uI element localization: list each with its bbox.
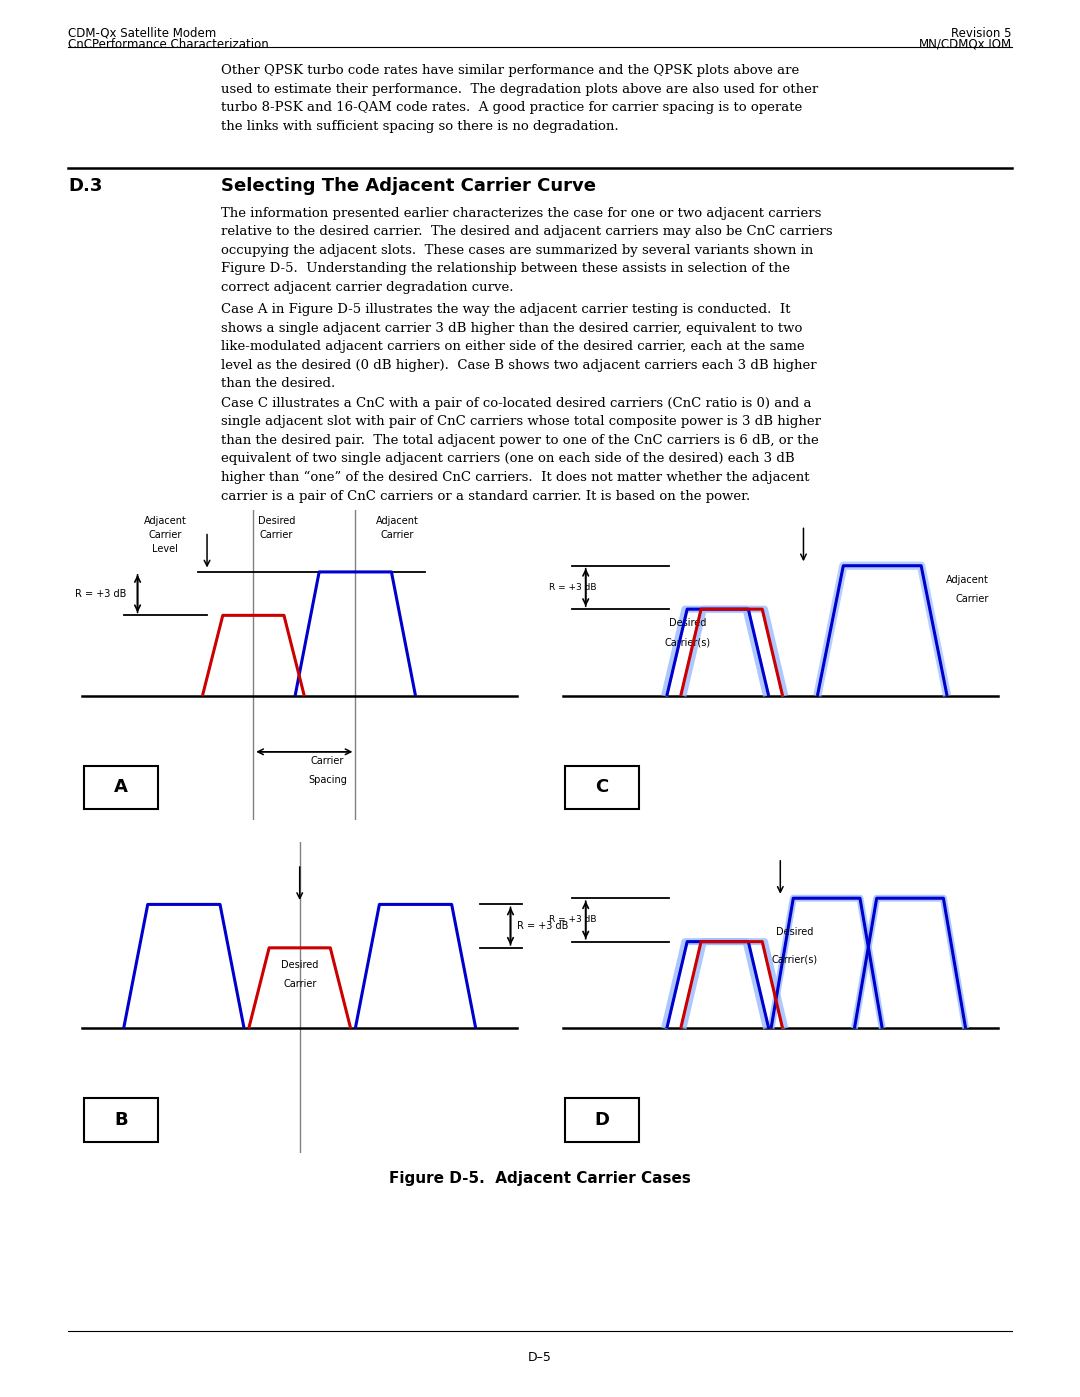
Text: B: B [114, 1111, 129, 1129]
Text: CDM-Qx Satellite Modem: CDM-Qx Satellite Modem [68, 27, 216, 39]
Text: C: C [595, 778, 608, 796]
Text: D: D [594, 1111, 609, 1129]
Text: MN/CDMQx.IOM: MN/CDMQx.IOM [919, 38, 1012, 50]
Text: R = +3 dB: R = +3 dB [549, 583, 596, 592]
Text: Revision 5: Revision 5 [951, 27, 1012, 39]
Text: Carrier(s): Carrier(s) [664, 637, 711, 647]
Text: Carrier: Carrier [956, 594, 989, 604]
Text: Desired: Desired [258, 515, 295, 527]
Text: Carrier: Carrier [311, 756, 345, 767]
Text: Carrier: Carrier [283, 979, 316, 989]
Text: Selecting The Adjacent Carrier Curve: Selecting The Adjacent Carrier Curve [221, 177, 596, 196]
Text: Case A in Figure D-5 illustrates the way the adjacent carrier testing is conduct: Case A in Figure D-5 illustrates the way… [221, 303, 818, 390]
Text: D–5: D–5 [528, 1351, 552, 1363]
Text: Desired: Desired [281, 960, 319, 971]
Text: Carrier: Carrier [149, 529, 183, 541]
Text: Adjacent: Adjacent [946, 576, 989, 585]
Text: Carrier(s): Carrier(s) [771, 954, 818, 964]
Text: Adjacent: Adjacent [376, 515, 418, 527]
Text: Case C illustrates a CnC with a pair of co-located desired carriers (CnC ratio i: Case C illustrates a CnC with a pair of … [221, 397, 822, 503]
Text: CnCPerformance Characterization: CnCPerformance Characterization [68, 38, 269, 50]
Text: R = +3 dB: R = +3 dB [549, 915, 596, 925]
FancyBboxPatch shape [565, 1098, 639, 1141]
Text: Carrier: Carrier [380, 529, 414, 541]
Text: Desired: Desired [775, 928, 813, 937]
Text: Adjacent: Adjacent [144, 515, 187, 527]
Text: R = +3 dB: R = +3 dB [517, 921, 569, 932]
FancyBboxPatch shape [84, 1098, 159, 1141]
Text: The information presented earlier characterizes the case for one or two adjacent: The information presented earlier charac… [221, 207, 833, 293]
Text: Other QPSK turbo code rates have similar performance and the QPSK plots above ar: Other QPSK turbo code rates have similar… [221, 64, 819, 133]
FancyBboxPatch shape [84, 766, 159, 809]
Text: Figure D-5.  Adjacent Carrier Cases: Figure D-5. Adjacent Carrier Cases [389, 1171, 691, 1186]
Text: D.3: D.3 [68, 177, 103, 196]
Text: Spacing: Spacing [308, 775, 347, 785]
Text: Carrier: Carrier [260, 529, 294, 541]
Text: R = +3 dB: R = +3 dB [75, 588, 126, 599]
Text: Desired: Desired [669, 619, 706, 629]
Text: Level: Level [152, 543, 178, 555]
Text: A: A [114, 778, 129, 796]
FancyBboxPatch shape [565, 766, 639, 809]
